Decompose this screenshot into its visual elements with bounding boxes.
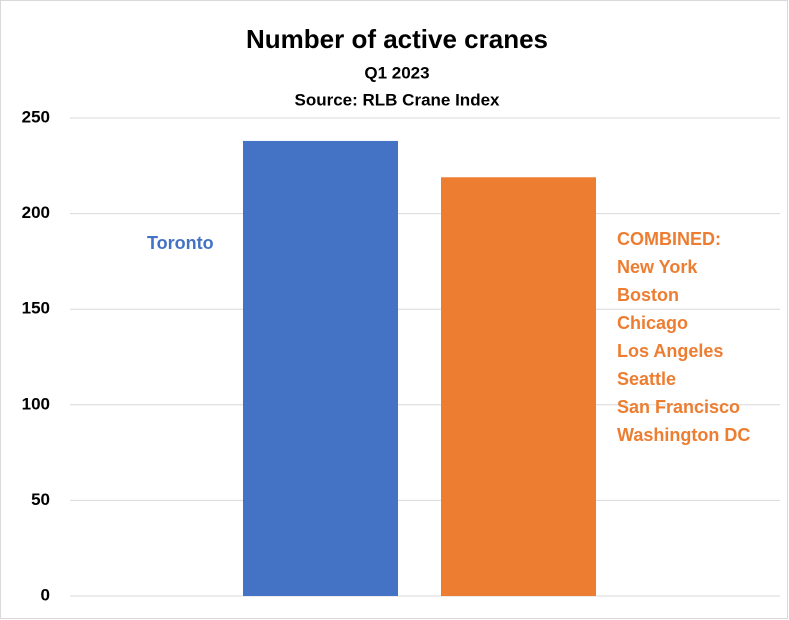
y-tick-label: 0	[41, 585, 50, 604]
bar	[243, 140, 398, 596]
annotation: New York	[617, 257, 698, 277]
y-tick-label: 50	[31, 490, 50, 509]
annotation: Boston	[617, 285, 679, 305]
chart-subtitle: Source: RLB Crane Index	[295, 90, 501, 109]
annotation: Toronto	[147, 233, 214, 253]
annotation: Seattle	[617, 369, 676, 389]
annotation: Los Angeles	[617, 341, 723, 361]
y-tick-label: 150	[22, 299, 50, 318]
y-tick-label: 100	[22, 394, 50, 413]
y-tick-label: 200	[22, 203, 50, 222]
annotation: Washington DC	[617, 425, 750, 445]
chart-subtitle: Q1 2023	[364, 63, 429, 82]
y-tick-label: 250	[22, 107, 50, 126]
annotation: Chicago	[617, 313, 688, 333]
annotation: San Francisco	[617, 397, 740, 417]
bar	[441, 177, 596, 596]
annotation: COMBINED:	[617, 229, 721, 249]
chart-title: Number of active cranes	[246, 24, 548, 54]
